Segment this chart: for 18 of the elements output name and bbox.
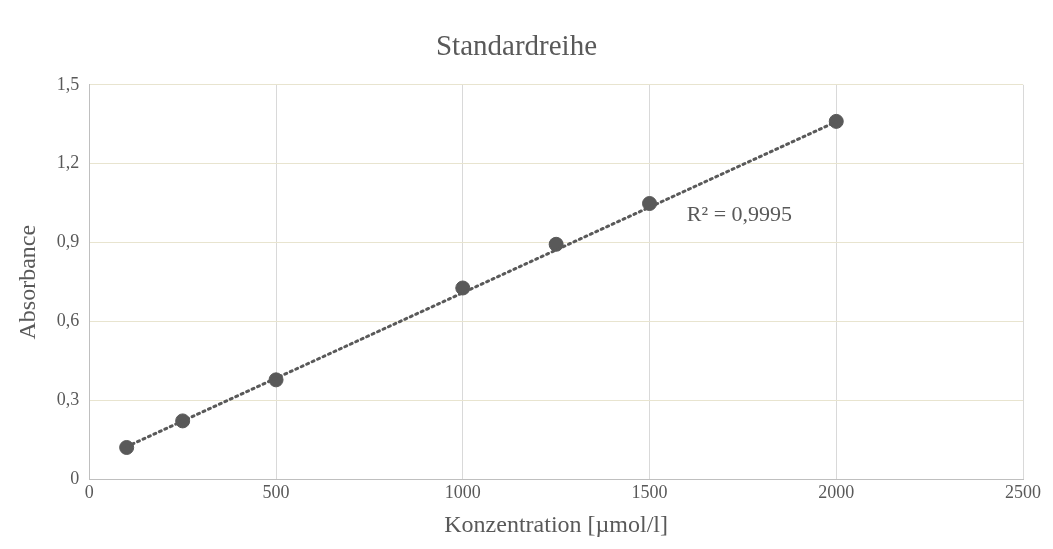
x-tick-label: 2500 [1005, 482, 1041, 503]
y-tick-label: 0,3 [56, 389, 80, 410]
x-tick-label: 2000 [818, 482, 855, 503]
x-tick-label: 500 [262, 482, 290, 503]
x-axis-title: Konzentration [µmol/l] [444, 510, 669, 537]
y-tick-label: 1,2 [56, 152, 80, 173]
y-tick-label: 0,9 [56, 231, 80, 252]
chart-title: Standardreihe [435, 29, 598, 62]
point [828, 113, 844, 129]
x-tick-label: 1500 [631, 482, 668, 503]
point [119, 439, 135, 455]
y-tick-label: 0 [70, 468, 80, 489]
y-tick-label: 0,6 [56, 310, 80, 331]
y-tick-label: 1,5 [56, 73, 80, 94]
annotation: R² = 0,9995 [686, 200, 793, 226]
x-tick-label: 1000 [444, 482, 481, 503]
y-axis-title: Absorbance [13, 224, 40, 340]
x-tick-label: 0 [84, 482, 94, 503]
